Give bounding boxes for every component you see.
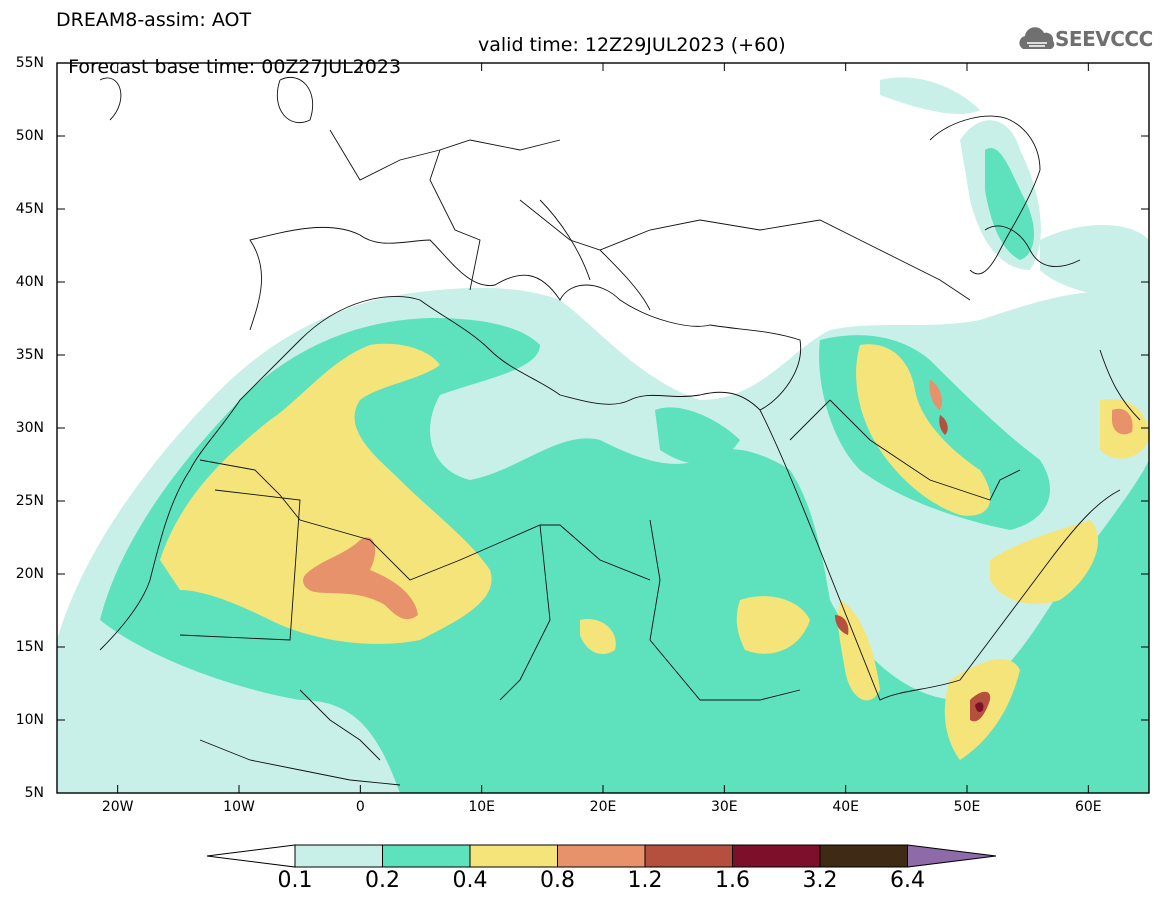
lon-label-60E: 60E bbox=[1074, 799, 1102, 815]
colorbar-label: 0.2 bbox=[365, 868, 400, 893]
colorbar-box-4 bbox=[644, 844, 733, 868]
logo-text: SEEVCCC bbox=[1055, 27, 1153, 51]
lat-label-30N: 30N bbox=[15, 420, 44, 436]
colorbar-high-arrow bbox=[907, 844, 997, 868]
colorbar-label: 3.2 bbox=[802, 868, 838, 893]
aot-level-0.8 bbox=[303, 380, 1133, 620]
lat-label-10N: 10N bbox=[15, 712, 44, 728]
lon-label-20W: 20W bbox=[101, 799, 134, 815]
colorbar-label: 1.6 bbox=[715, 868, 750, 893]
lon-label-20E: 20E bbox=[589, 799, 617, 815]
lat-label-50N: 50N bbox=[15, 128, 44, 144]
axis-ticks bbox=[57, 62, 1149, 794]
aot-level-1.6 bbox=[975, 702, 984, 713]
seevccc-logo bbox=[1019, 27, 1055, 49]
colorbar-low-arrow bbox=[206, 844, 296, 868]
lon-label-10W: 10W bbox=[223, 799, 255, 815]
colorbar-label: 1.2 bbox=[627, 868, 663, 893]
lat-label-25N: 25N bbox=[15, 493, 44, 509]
lat-label-20N: 20N bbox=[15, 566, 44, 582]
colorbar-box-2 bbox=[469, 844, 558, 868]
colorbar-label: 6.4 bbox=[890, 868, 925, 893]
colorbar-box-5 bbox=[732, 844, 821, 868]
colorbar-box-0 bbox=[294, 844, 383, 868]
aot-field bbox=[57, 77, 1149, 793]
lon-label-10E: 10E bbox=[468, 799, 495, 815]
map-title: DREAM8-assim: AOT bbox=[56, 9, 252, 31]
colorbar-label: 0.8 bbox=[540, 868, 575, 893]
coastlines bbox=[99, 76, 1141, 786]
lon-label-50E: 50E bbox=[953, 799, 981, 815]
valid-time: valid time: 12Z29JUL2023 (+60) bbox=[478, 34, 786, 56]
lat-label-40N: 40N bbox=[15, 274, 44, 290]
lon-label-0: 0 bbox=[355, 799, 365, 815]
lat-label-35N: 35N bbox=[15, 347, 44, 363]
colorbar-box-6 bbox=[819, 844, 908, 868]
colorbar bbox=[206, 844, 997, 868]
colorbar-box-3 bbox=[557, 844, 646, 868]
colorbar-label: 0.1 bbox=[277, 868, 313, 893]
forecast-base-time: Forecast base time: 00Z27JUL2023 bbox=[68, 56, 402, 78]
lon-label-30E: 30E bbox=[710, 799, 738, 815]
time-info: Forecast base time: 00Z27JUL2023 valid t… bbox=[56, 34, 786, 100]
lat-label-55N: 55N bbox=[15, 55, 44, 71]
lat-label-5N: 5N bbox=[24, 785, 44, 801]
cloud-icon bbox=[1019, 27, 1055, 49]
colorbar-box-1 bbox=[382, 844, 471, 868]
lon-label-40E: 40E bbox=[832, 799, 859, 815]
lat-label-15N: 15N bbox=[15, 639, 44, 655]
lat-label-45N: 45N bbox=[15, 201, 44, 217]
colorbar-label: 0.4 bbox=[452, 868, 488, 893]
